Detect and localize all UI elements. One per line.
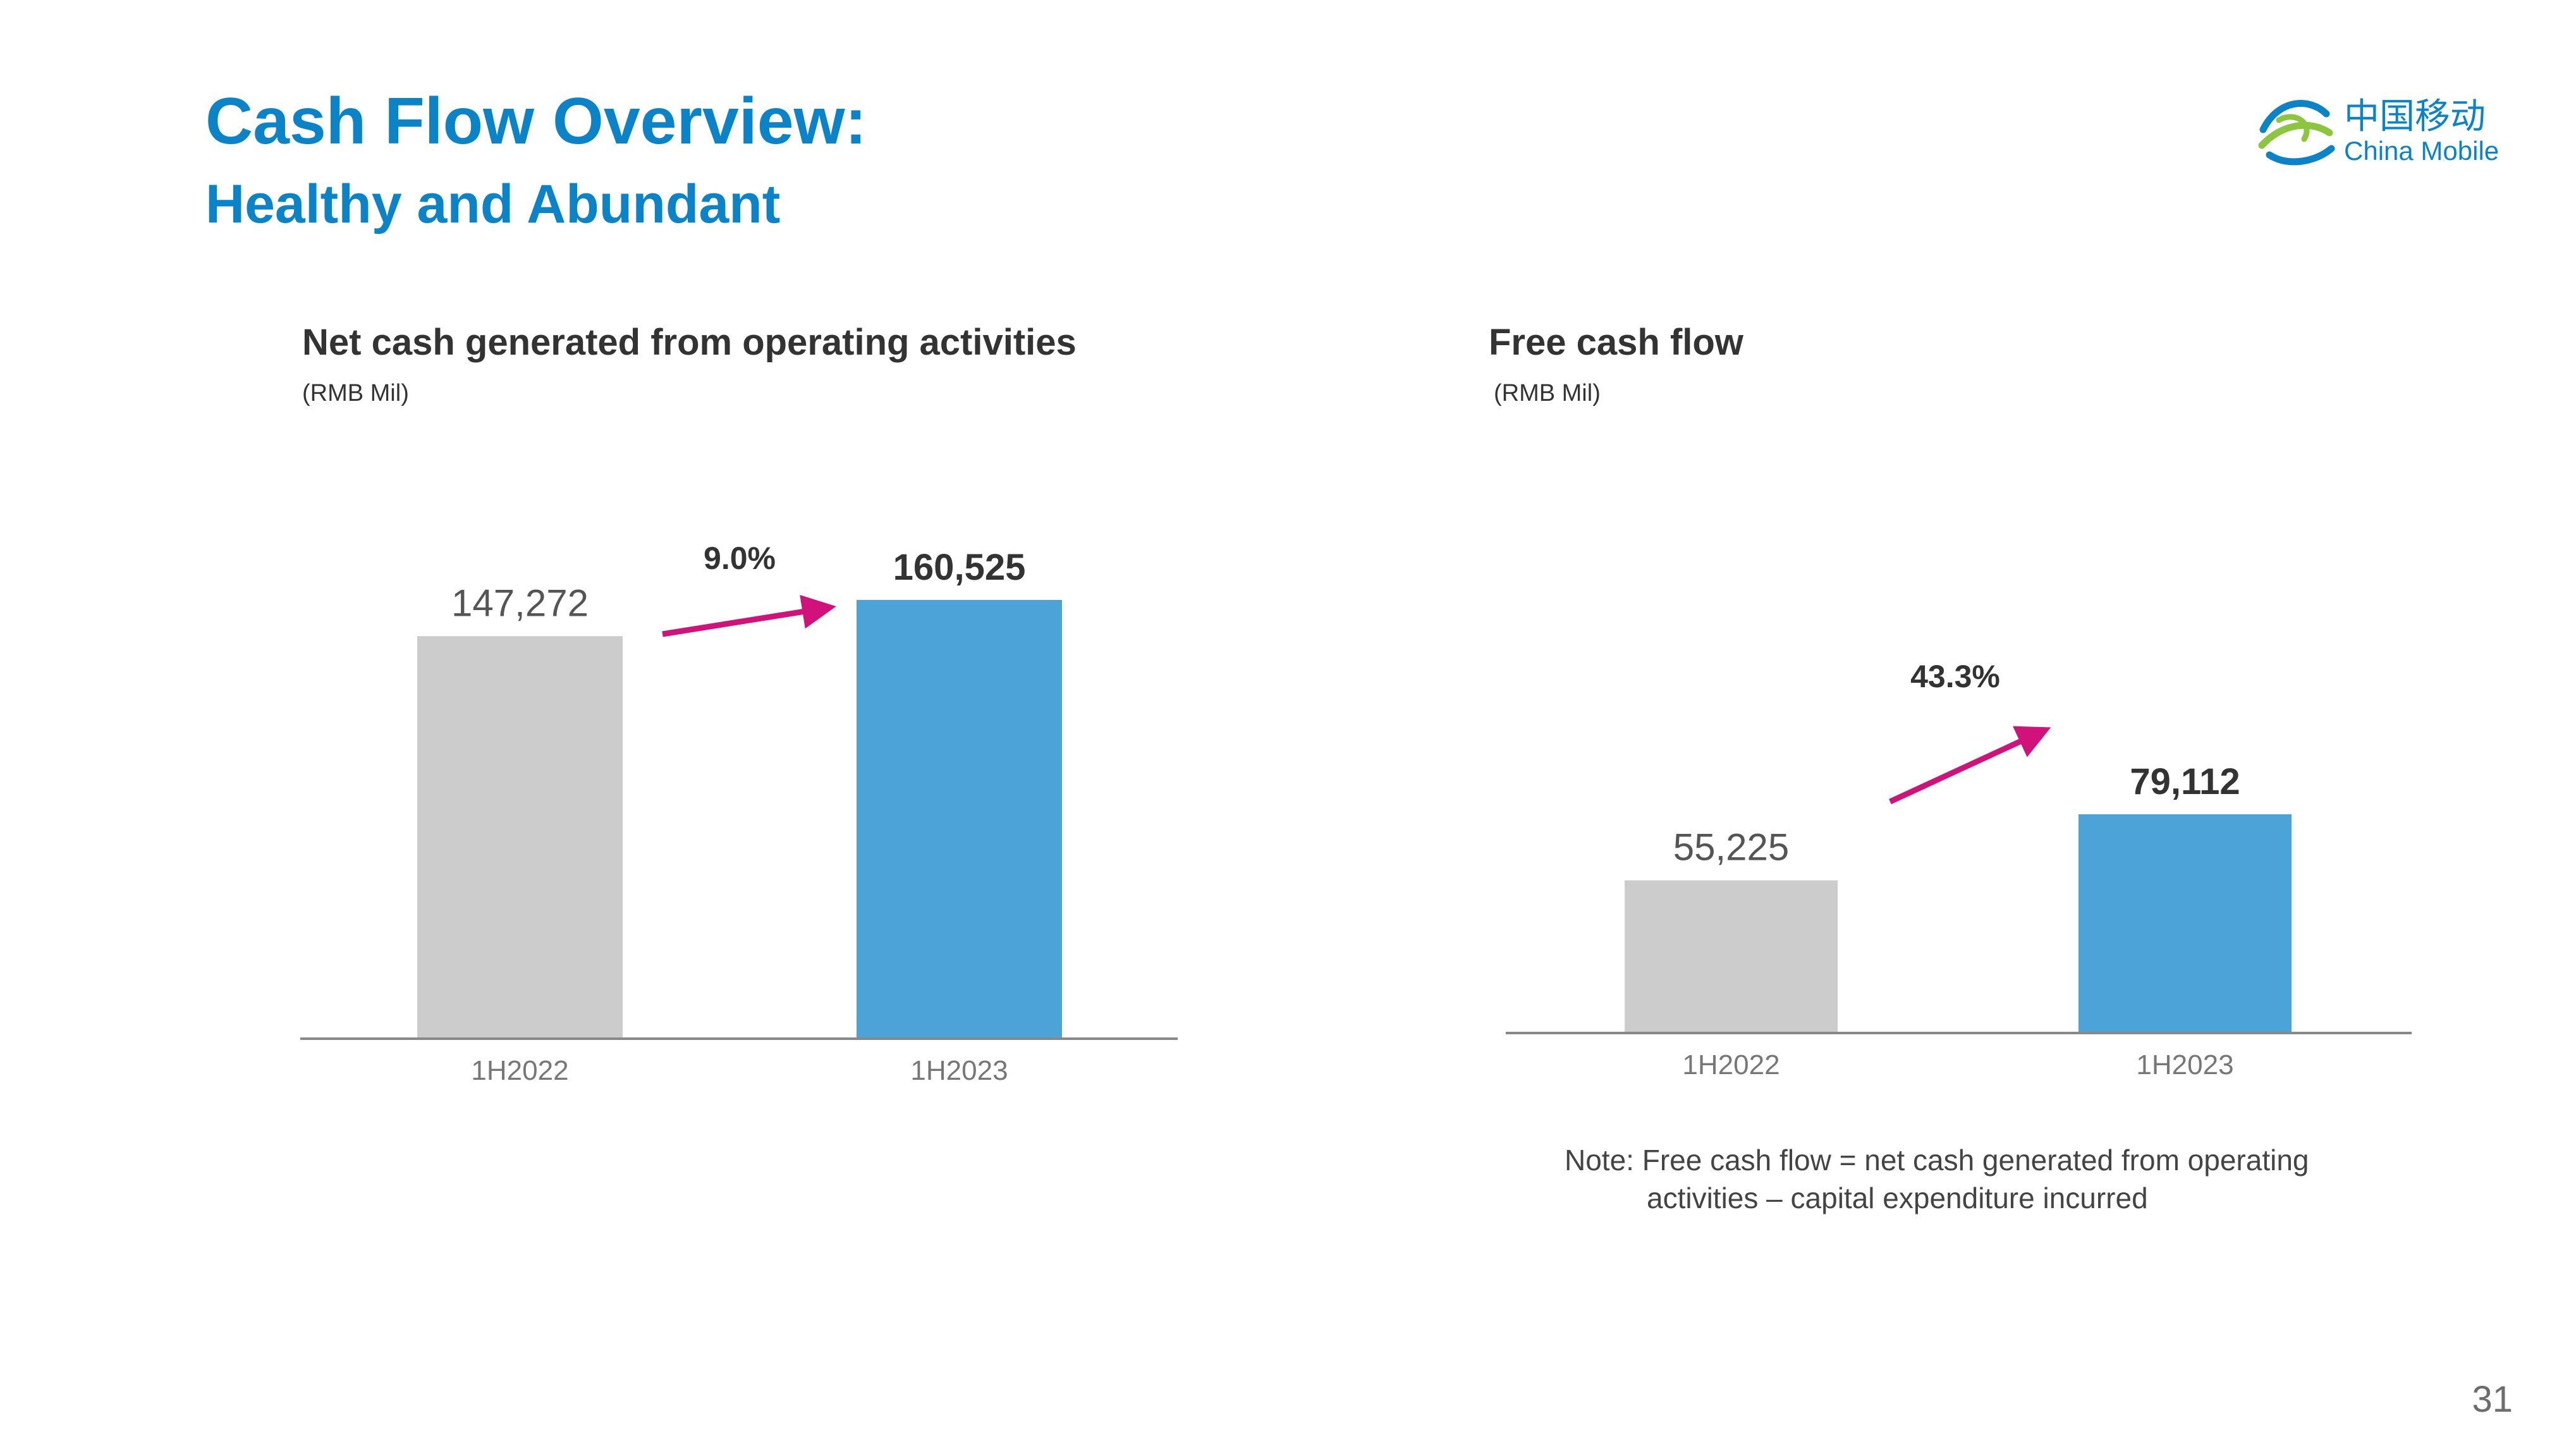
chart1-title: Net cash generated from operating activi… xyxy=(302,322,1077,363)
note-line-2: activities – capital expenditure incurre… xyxy=(1647,1182,2148,1214)
logo-name-en: China Mobile xyxy=(2344,136,2499,166)
note-line-1: Note: Free cash flow = net cash generate… xyxy=(1565,1144,2309,1177)
chart1-growth-arrow xyxy=(662,595,836,637)
china-mobile-logo: 中国移动 China Mobile xyxy=(2258,96,2499,166)
chart1-value-label-1H2023: 160,525 xyxy=(893,547,1026,588)
chart1-unit: (RMB Mil) xyxy=(302,380,409,407)
china-mobile-logo-icon xyxy=(2258,100,2335,166)
chart2-value-label-1H2023: 79,112 xyxy=(2130,761,2240,802)
chart2-category-label-1H2022: 1H2022 xyxy=(1682,1049,1779,1080)
chart2-bar-1H2023 xyxy=(2079,814,2292,1033)
logo-name-cn: 中国移动 xyxy=(2344,96,2486,137)
chart2-title: Free cash flow xyxy=(1489,322,1743,363)
slide-subtitle: Healthy and Abundant xyxy=(205,174,781,235)
chart2-bar-1H2022 xyxy=(1625,880,1838,1033)
chart2-category-label-1H2023: 1H2023 xyxy=(2136,1049,2233,1080)
chart1-bar-1H2022 xyxy=(417,636,623,1039)
chart-note: Note: Free cash flow = net cash generate… xyxy=(1565,1141,2386,1217)
chart1-growth-label: 9.0% xyxy=(704,541,776,576)
chart1-category-label-1H2023: 1H2023 xyxy=(910,1055,1008,1086)
chart2-growth-label: 43.3% xyxy=(1910,659,2000,694)
chart1-value-label-1H2022: 147,272 xyxy=(451,582,589,624)
slide-title: Cash Flow Overview: xyxy=(205,85,867,158)
page-number: 31 xyxy=(2472,1379,2513,1420)
chart2-value-label-1H2022: 55,225 xyxy=(1673,826,1790,868)
chart1-category-label-1H2022: 1H2022 xyxy=(471,1055,568,1086)
chart2-unit: (RMB Mil) xyxy=(1494,380,1601,407)
chart2-growth-arrow xyxy=(1889,726,2051,805)
chart1-bar-1H2023 xyxy=(857,600,1062,1039)
